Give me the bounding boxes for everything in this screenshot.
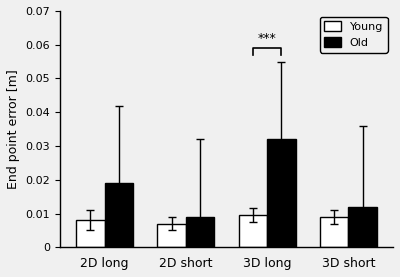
Bar [267,139,296,247]
Bar [158,224,186,247]
Legend: Young, Old: Young, Old [320,17,388,53]
Y-axis label: End point error [m]: End point error [m] [7,69,20,189]
Text: ***: *** [258,32,276,45]
Bar [348,207,377,247]
Bar [76,220,105,247]
Bar [186,217,214,247]
Bar [239,215,267,247]
Bar [105,183,133,247]
Bar [320,217,348,247]
